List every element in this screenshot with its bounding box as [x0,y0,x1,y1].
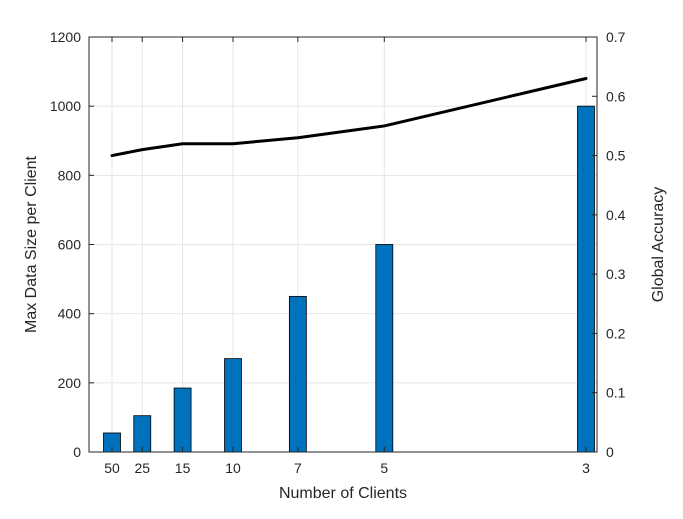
x-axis-title: Number of Clients [279,485,407,502]
y-axis-right-title: Global Accuracy [650,187,667,303]
accuracy-line [110,77,588,158]
y-right-tick-label: 0.2 [606,325,626,341]
x-tick-label: 10 [225,460,241,476]
grid [89,36,597,453]
y-right-tick-label: 0.3 [606,266,626,282]
y-left-tick-label: 600 [58,237,82,253]
tick-labels: 0 200 400 600 800 1000 1200 0 0.1 0.2 0.3 0.4 0.5 0.6… [50,29,626,476]
bar [224,358,242,453]
bar [288,295,307,453]
bar [133,415,152,453]
x-tick-label: 15 [175,460,191,476]
x-tick-label: 50 [104,460,120,476]
bar [577,105,595,453]
y-right-tick-label: 0.6 [606,88,626,104]
y-left-tick-label: 0 [73,444,81,460]
y-left-tick-label: 200 [58,375,82,391]
bar [173,387,192,453]
bar-series [103,105,595,453]
x-tick-label: 3 [582,460,590,476]
x-tick-label: 25 [134,460,150,476]
y-left-tick-label: 800 [58,167,82,183]
y-right-tick-label: 0.7 [606,29,626,45]
y-right-tick-label: 0.1 [606,385,626,401]
y-right-tick-label: 0.4 [606,207,626,223]
x-tick-label: 5 [380,460,388,476]
y-right-tick-label: 0 [606,444,614,460]
bar [375,244,394,453]
y-left-tick-label: 400 [58,306,82,322]
x-tick-label: 7 [294,460,302,476]
y-left-tick-label: 1200 [50,29,81,45]
line-series [110,77,588,158]
y-left-tick-label: 1000 [50,98,81,114]
y-axis-left-title: Max Data Size per Client [23,155,40,333]
y-right-tick-label: 0.5 [606,148,626,164]
ticks [89,36,597,453]
